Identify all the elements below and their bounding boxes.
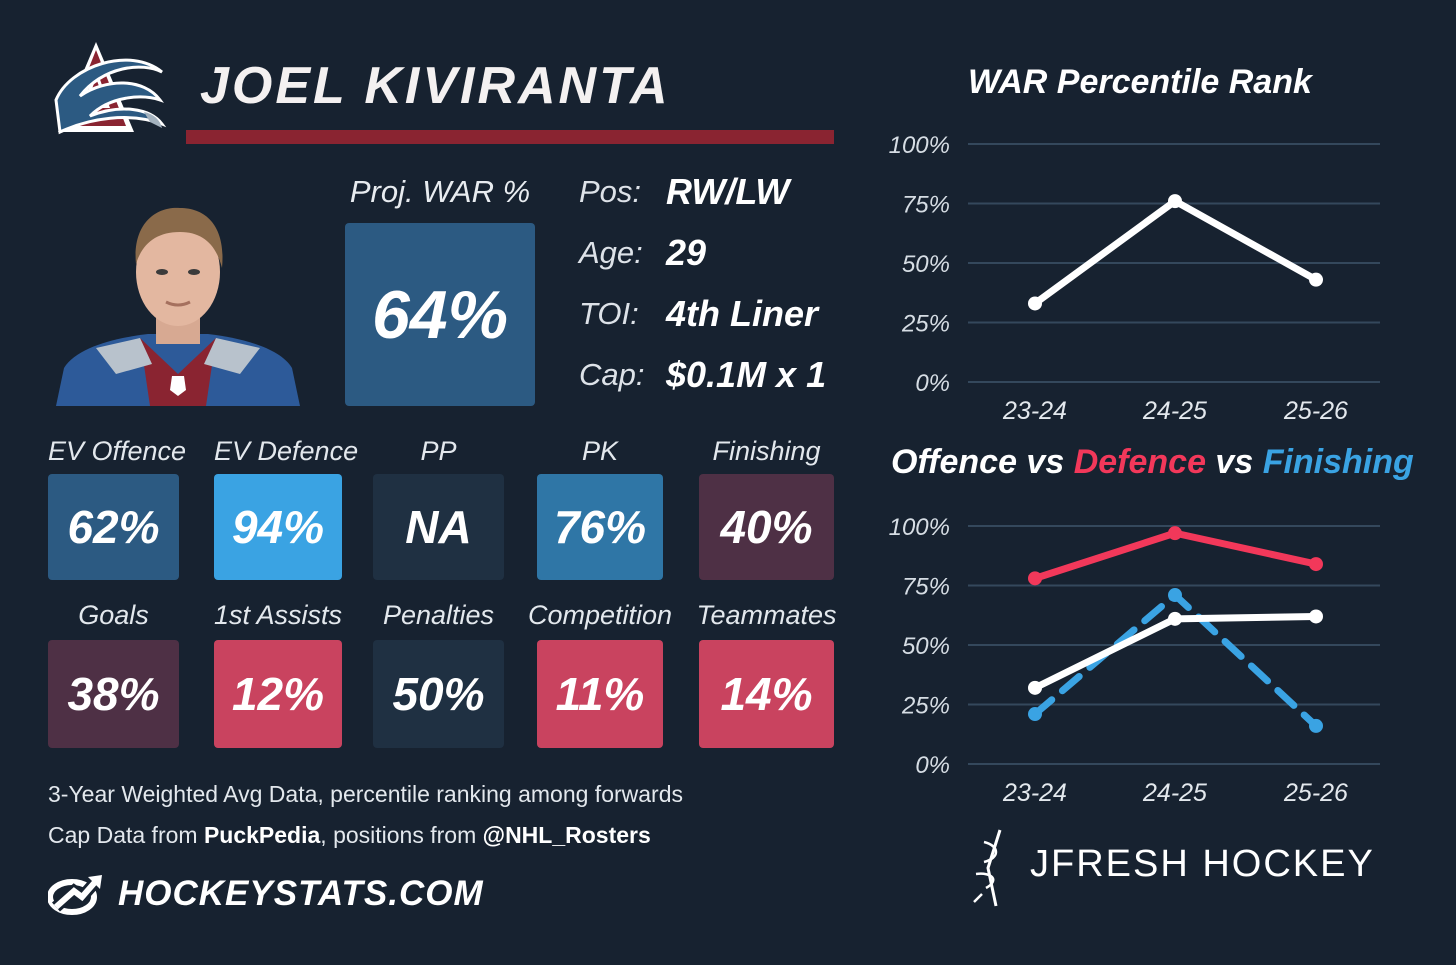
y-tick-label: 75% xyxy=(902,192,950,219)
title-vs: vs xyxy=(1016,443,1074,481)
stat-box-1st-assists: 12% xyxy=(214,640,342,748)
chart-title-war: WAR Percentile Rank xyxy=(968,63,1312,101)
stat-label-1st-assists: 1st Assists xyxy=(213,600,343,630)
player-name: JOEL KIVIRANTA xyxy=(200,57,671,115)
proj-war-label: Proj. WAR % xyxy=(349,174,531,209)
stat-label-finishing: Finishing xyxy=(712,436,821,466)
jfresh-hockey-brand: JFRESH HOCKEY xyxy=(1030,843,1375,885)
y-tick-label: 0% xyxy=(915,752,950,779)
info-label-cap: Cap: xyxy=(579,357,645,392)
y-tick-label: 50% xyxy=(902,633,950,660)
y-tick-label: 25% xyxy=(901,311,950,338)
info-label-pos: Pos: xyxy=(579,174,642,209)
info-value-age: 29 xyxy=(666,232,707,273)
footer-text: Cap Data from xyxy=(48,822,204,848)
stat-label-goals: Goals xyxy=(78,600,149,630)
x-tick-label: 24-25 xyxy=(1142,779,1207,807)
stat-label-ev-defence: EV Defence xyxy=(214,436,359,466)
chart-title-comparison: Offence vs Defence vs Finishing xyxy=(891,443,1414,482)
data-point-finishing xyxy=(1168,588,1182,603)
data-point-offence xyxy=(1028,680,1042,695)
x-tick-label: 24-25 xyxy=(1142,397,1207,425)
y-tick-label: 100% xyxy=(889,514,950,541)
stat-box-teammates: 14% xyxy=(699,640,834,748)
team-logo xyxy=(54,42,167,135)
stat-label-teammates: Teammates xyxy=(696,600,837,630)
footer-note-data: 3-Year Weighted Avg Data, percentile ran… xyxy=(48,781,684,807)
war-percentile-chart: 100% 75% 50% 25% 0% 23-24 24-25 25-26 xyxy=(889,132,1380,425)
info-value-toi: 4th Liner xyxy=(666,293,819,334)
title-defence: Defence xyxy=(1073,443,1206,481)
y-tick-label: 50% xyxy=(902,251,950,278)
title-finishing: Finishing xyxy=(1262,443,1414,481)
footer-note-sources: Cap Data from PuckPedia, positions from … xyxy=(48,822,651,849)
data-point-offence xyxy=(1309,609,1323,624)
data-point-defence xyxy=(1168,526,1182,541)
nhl-rosters-credit: @NHL_Rosters xyxy=(482,822,651,848)
player-photo xyxy=(56,207,300,406)
x-tick-label: 23-24 xyxy=(1002,397,1067,425)
stat-box-goals: 38% xyxy=(48,640,179,748)
puckpedia-credit: PuckPedia xyxy=(203,822,321,848)
stat-box-pp: NA xyxy=(373,474,504,580)
info-value-cap: $0.1M x 1 xyxy=(666,354,827,395)
hockeystats-logo-icon xyxy=(48,875,102,915)
x-tick-label: 25-26 xyxy=(1283,779,1348,807)
jfresh-logo-icon xyxy=(973,829,1002,907)
data-point-war xyxy=(1028,296,1042,311)
stat-label-competition: Competition xyxy=(527,600,673,630)
stat-box-ev-defence: 94% xyxy=(214,474,342,580)
hockeystats-site: HOCKEYSTATS.COM xyxy=(118,874,484,913)
footer-text: , positions from xyxy=(320,822,483,848)
data-point-finishing xyxy=(1028,707,1042,722)
data-point-defence xyxy=(1309,557,1323,572)
name-underline xyxy=(186,130,834,144)
title-vs: vs xyxy=(1205,443,1263,481)
data-point-defence xyxy=(1028,571,1042,586)
offence-defence-finishing-chart: 100% 75% 50% 25% 0% 23-24 24-25 25-26 xyxy=(889,514,1380,807)
data-point-offence xyxy=(1168,611,1182,626)
y-tick-label: 75% xyxy=(902,574,950,601)
y-tick-label: 0% xyxy=(915,370,950,397)
series-line-war xyxy=(1031,197,1320,307)
info-label-age: Age: xyxy=(579,235,643,270)
stat-label-ev-offence: EV Offence xyxy=(48,436,187,466)
info-value-pos: RW/LW xyxy=(666,171,790,212)
stat-label-penalties: Penalties xyxy=(382,600,495,630)
stat-box-finishing: 40% xyxy=(699,474,834,580)
stat-box-pk: 76% xyxy=(537,474,663,580)
x-tick-label: 23-24 xyxy=(1002,779,1067,807)
stat-label-pp: PP xyxy=(420,436,457,466)
info-label-toi: TOI: xyxy=(579,296,639,331)
title-offence: Offence xyxy=(891,443,1017,481)
stat-label-pk: PK xyxy=(581,436,619,466)
proj-war-value: 64% xyxy=(345,223,535,406)
data-point-war xyxy=(1309,272,1323,287)
data-point-finishing xyxy=(1309,718,1323,733)
y-tick-label: 100% xyxy=(889,132,950,159)
data-point-war xyxy=(1168,194,1182,209)
x-tick-label: 25-26 xyxy=(1283,397,1348,425)
y-tick-label: 25% xyxy=(901,693,950,720)
stat-box-penalties: 50% xyxy=(373,640,504,748)
stat-box-ev-offence: 62% xyxy=(48,474,179,580)
stat-box-competition: 11% xyxy=(537,640,663,748)
